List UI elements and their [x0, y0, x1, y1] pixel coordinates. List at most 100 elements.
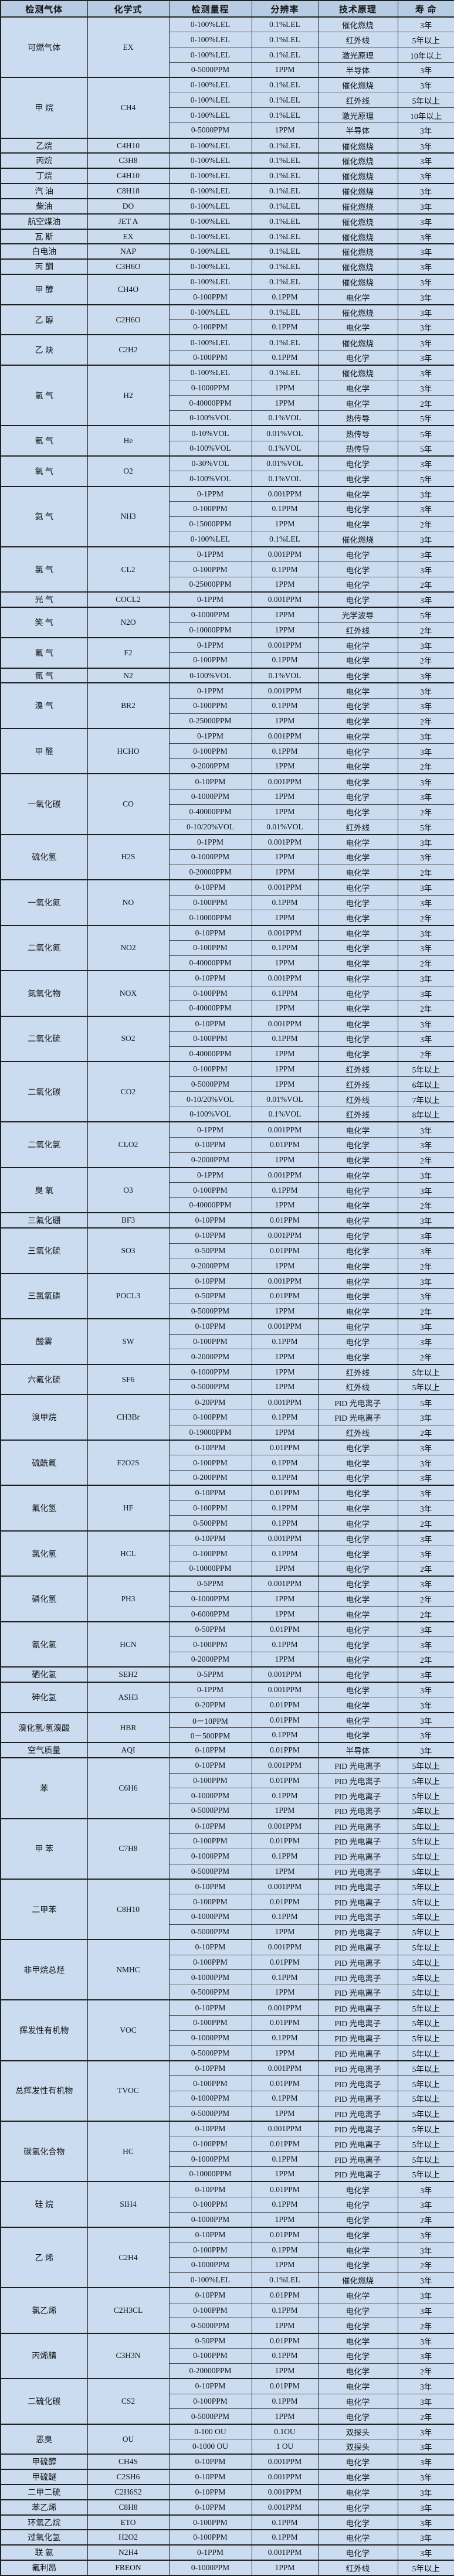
range-cell: 0-50PPM: [168, 1288, 252, 1304]
table-row: 三氧化硫 SO3 0-10PPM 0.001PPM 电化学 3年: [0, 1227, 454, 1274]
range-cell: 0-20000PPM: [168, 864, 252, 880]
range-cell: 0-100PPM: [168, 289, 252, 305]
principle-cell: 半导体: [317, 122, 398, 138]
range-cell: 0-100PPM: [168, 1455, 252, 1471]
principle-cell: 电化学: [317, 2287, 398, 2303]
principle-cell: 电化学: [317, 1303, 398, 1319]
gas-name-cell: 丙 酮: [0, 258, 88, 275]
resolution-cell: 0.001PPM: [251, 1015, 319, 1032]
principle-cell: 电化学: [317, 1515, 398, 1531]
resolution-cell: 1PPM: [251, 2105, 319, 2122]
principle-cell: 电化学: [317, 1227, 398, 1244]
table-row: 0-1000PPM 0.1PPM PID 光电离子 5年以上: [1, 2090, 454, 2107]
table-row: 0-2000PPM 1PPM 电化学 2年: [1, 1651, 454, 1668]
table-row: 0-2000PPM 1PPM 电化学 2年: [1, 758, 454, 774]
table-row: 0-5000PPM 1PPM 电化学 2年: [1, 2408, 454, 2424]
lifespan-cell: 3年: [397, 1182, 454, 1198]
table-row: 0-100PPM 0.1PPM 电化学 3年: [1, 2348, 454, 2364]
formula-cell: HCHO: [87, 727, 170, 774]
resolution-cell: 0.1PPM: [251, 894, 319, 910]
range-cell: 0-100PPM: [168, 1894, 252, 1910]
resolution-cell: 1PPM: [251, 1606, 319, 1622]
range-cell: 0-1000PPM: [168, 849, 252, 865]
range-cell: 0-5000PPM: [168, 1985, 252, 2000]
gas-name-cell: 二硫化碳: [0, 2378, 88, 2424]
lifespan-cell: 3年: [397, 970, 454, 986]
lifespan-cell: 3年: [397, 546, 454, 562]
principle-cell: 红外线: [317, 622, 398, 638]
table-row: 0-100%LEL 0.1%LEL 激光原理 10年以上: [1, 107, 454, 123]
resolution-cell: 0.001PPM: [251, 2121, 319, 2136]
lifespan-cell: 2年: [397, 1303, 454, 1319]
resolution-cell: 0.1%LEL: [251, 137, 319, 154]
table-row: 0-100PPM 0.1PPM 电化学 3年: [1, 2393, 454, 2409]
lifespan-cell: 5年以上: [397, 2045, 454, 2061]
range-cell: 0-10PPM: [168, 2226, 252, 2242]
resolution-cell: 0.001PPM: [251, 1878, 319, 1894]
principle-cell: 电化学: [317, 516, 398, 532]
lifespan-cell: 3年: [397, 1121, 454, 1138]
range-cell: 0-100%VOL: [168, 1107, 252, 1122]
resolution-cell: 0.1PPM: [251, 1182, 319, 1198]
table-row: 0-1000PPM 1PPM 电化学 3年: [1, 788, 454, 805]
range-cell: 0-1000PPM: [168, 1788, 252, 1803]
resolution-cell: 1PPM: [251, 122, 319, 138]
principle-cell: 红外线: [317, 92, 398, 108]
table-row: 0-100PPM 0.1PPM 电化学 3年: [1, 562, 454, 577]
principle-cell: 电化学: [317, 788, 398, 805]
table-row: 空气质量 AQI 0-10PPM 0.01PPM 半导体 3年: [0, 1742, 454, 1758]
gas-name-cell: 二氧化碳: [0, 1061, 88, 1122]
principle-cell: 电化学: [317, 1621, 398, 1637]
lifespan-cell: 10年以上: [397, 107, 454, 123]
lifespan-cell: 3年: [397, 697, 454, 714]
range-cell: 0-100PPM: [168, 2014, 252, 2031]
formula-cell: SIH4: [87, 2181, 170, 2227]
table-row: 0-1000PPM 1PPM 电化学 3年: [1, 849, 454, 865]
lifespan-cell: 5年以上: [397, 1999, 454, 2016]
principle-cell: 电化学: [317, 1727, 398, 1743]
principle-cell: 电化学: [317, 1288, 398, 1304]
principle-cell: 电化学: [317, 546, 398, 562]
principle-cell: PID 光电离子: [317, 1757, 398, 1774]
principle-cell: 电化学: [317, 804, 398, 819]
lifespan-cell: 3年: [397, 1682, 454, 1697]
resolution-cell: 0.1%LEL: [251, 92, 319, 108]
table-row: 0-100PPM 0.1PPM 电化学 3年: [1, 2196, 454, 2213]
resolution-cell: 0.01%VOL: [251, 819, 319, 835]
formula-cell: ASH3: [87, 1682, 170, 1713]
resolution-cell: 0.1PPM: [251, 2090, 319, 2107]
range-cell: 0-100PPM: [168, 2393, 252, 2409]
range-cell: 0-10PPM: [168, 1212, 252, 1229]
principle-cell: 电化学: [317, 2348, 398, 2364]
table-row: 0-1000PPM 0.1PPM PID 光电离子 5年以上: [1, 2030, 454, 2046]
lifespan-cell: 5年以上: [397, 2060, 454, 2076]
gas-name-cell: 甲 醇: [0, 274, 88, 305]
table-row: 0-100%VOL 0.1%VOL 电化学 5年: [1, 471, 454, 486]
lifespan-cell: 3年: [397, 213, 454, 229]
resolution-cell: 0.1PPM: [251, 2151, 319, 2167]
lifespan-cell: 5年以上: [397, 1788, 454, 1803]
table-row: 乙烷 C4H10 0-100%LEL 0.1%LEL 催化燃烧 3年: [0, 137, 454, 154]
formula-cell: C2H2: [87, 334, 170, 366]
principle-cell: PID 光电离子: [317, 1999, 398, 2016]
table-row: 联 氨 N2H4 0-1PPM 0.001PPM 电化学 3年: [0, 2544, 454, 2561]
range-cell: 0－500PPM: [168, 1727, 252, 1743]
table-row: 0-100PPM 0.1PPM 电化学 3年: [1, 1030, 454, 1047]
range-cell: 0-10PPM: [168, 1818, 252, 1834]
range-cell: 0-1000PPM: [168, 2090, 252, 2107]
resolution-cell: 0.001PPM: [251, 637, 319, 653]
range-cell: 0-1PPM: [168, 637, 252, 653]
range-cell: 0-100%LEL: [168, 92, 252, 108]
principle-cell: 电化学: [317, 455, 398, 471]
header-formula: 化学式: [87, 0, 170, 18]
range-cell: 0-10PPM: [168, 2181, 252, 2197]
gas-name-cell: 硫化氢: [0, 833, 88, 880]
resolution-cell: 0.1PPM: [251, 1455, 319, 1471]
principle-cell: 电化学: [317, 849, 398, 865]
lifespan-cell: 3年: [397, 168, 454, 184]
lifespan-cell: 3年: [397, 637, 454, 653]
range-cell: 0-100%LEL: [168, 152, 252, 169]
principle-cell: PID 光电离子: [317, 2090, 398, 2107]
principle-cell: 电化学: [317, 2483, 398, 2500]
formula-cell: N2: [87, 667, 170, 683]
